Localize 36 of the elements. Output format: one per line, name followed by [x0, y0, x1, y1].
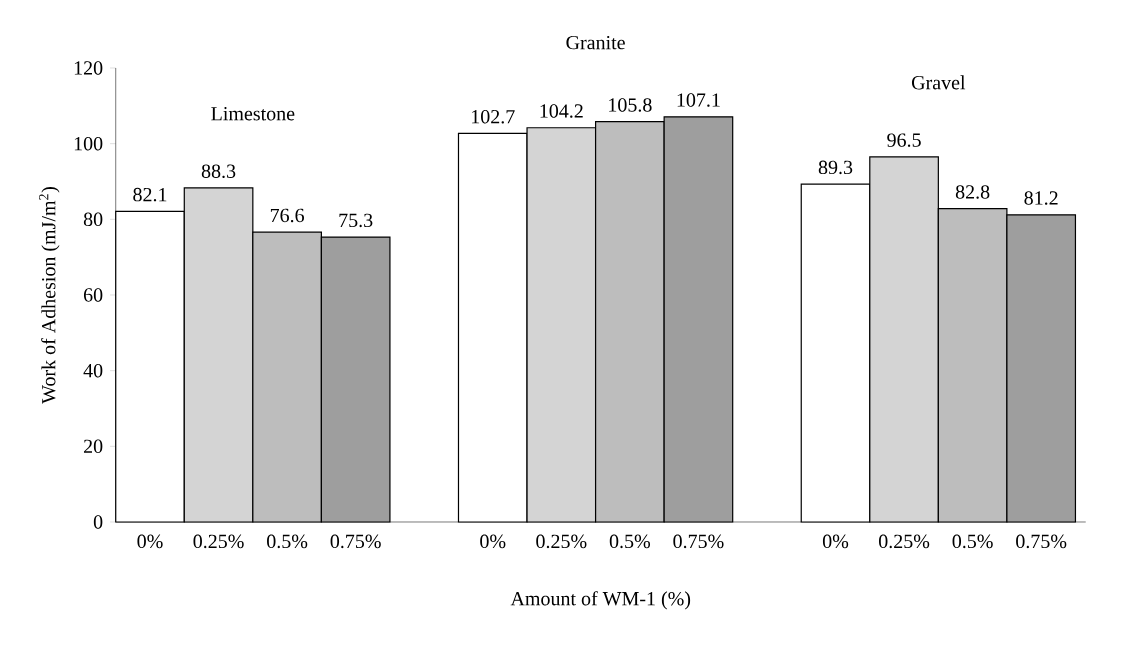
annotation: Limestone	[211, 107, 295, 121]
x-tick-label: 0.25%	[193, 534, 244, 549]
data-label: 104.2	[540, 104, 583, 118]
annotation: Gravel	[911, 75, 966, 90]
data-label: 82.8	[955, 185, 990, 199]
y-tick-label: 0	[93, 515, 103, 529]
x-tick-label: 0.75%	[1016, 534, 1067, 549]
y-tick-label: 20	[83, 439, 103, 454]
data-label: 105.8	[609, 98, 652, 112]
data-label: 88.3	[201, 164, 236, 178]
x-tick-label: 0.75%	[330, 534, 381, 549]
x-tick-label: 0.5%	[609, 534, 651, 549]
x-axis-title: Amount of WM-1 (%)	[510, 591, 691, 610]
data-label: 102.7	[472, 109, 515, 124]
data-label: 89.3	[818, 160, 853, 175]
x-tick-label: 0%	[480, 534, 506, 549]
x-tick-label: 0.5%	[952, 534, 993, 549]
data-label: 107.1	[677, 93, 720, 107]
y-tick-label: 60	[83, 288, 103, 302]
data-label: 81.2	[1024, 191, 1058, 205]
x-tick-label: 0%	[822, 534, 849, 549]
x-tick-label: 0%	[137, 534, 163, 549]
x-tick-label: 0.75%	[673, 534, 724, 549]
y-tick-label: 40	[83, 363, 103, 378]
x-tick-label: 0.25%	[536, 534, 587, 549]
x-tick-label: 0.5%	[267, 534, 308, 549]
data-label: 96.5	[887, 133, 921, 147]
y-tick-label: 100	[74, 136, 103, 151]
x-tick-label: 0.25%	[878, 534, 930, 549]
data-label: 82.1	[133, 187, 167, 202]
y-tick-label: 80	[83, 212, 103, 227]
y-axis-title: Work of Adhesion (mJ/m$^{2}$)	[39, 187, 60, 404]
text: Granite	[566, 35, 625, 50]
data-label: 75.3	[339, 213, 373, 228]
y-tick-label: 120	[74, 61, 103, 75]
data-label: 76.6	[270, 208, 305, 223]
